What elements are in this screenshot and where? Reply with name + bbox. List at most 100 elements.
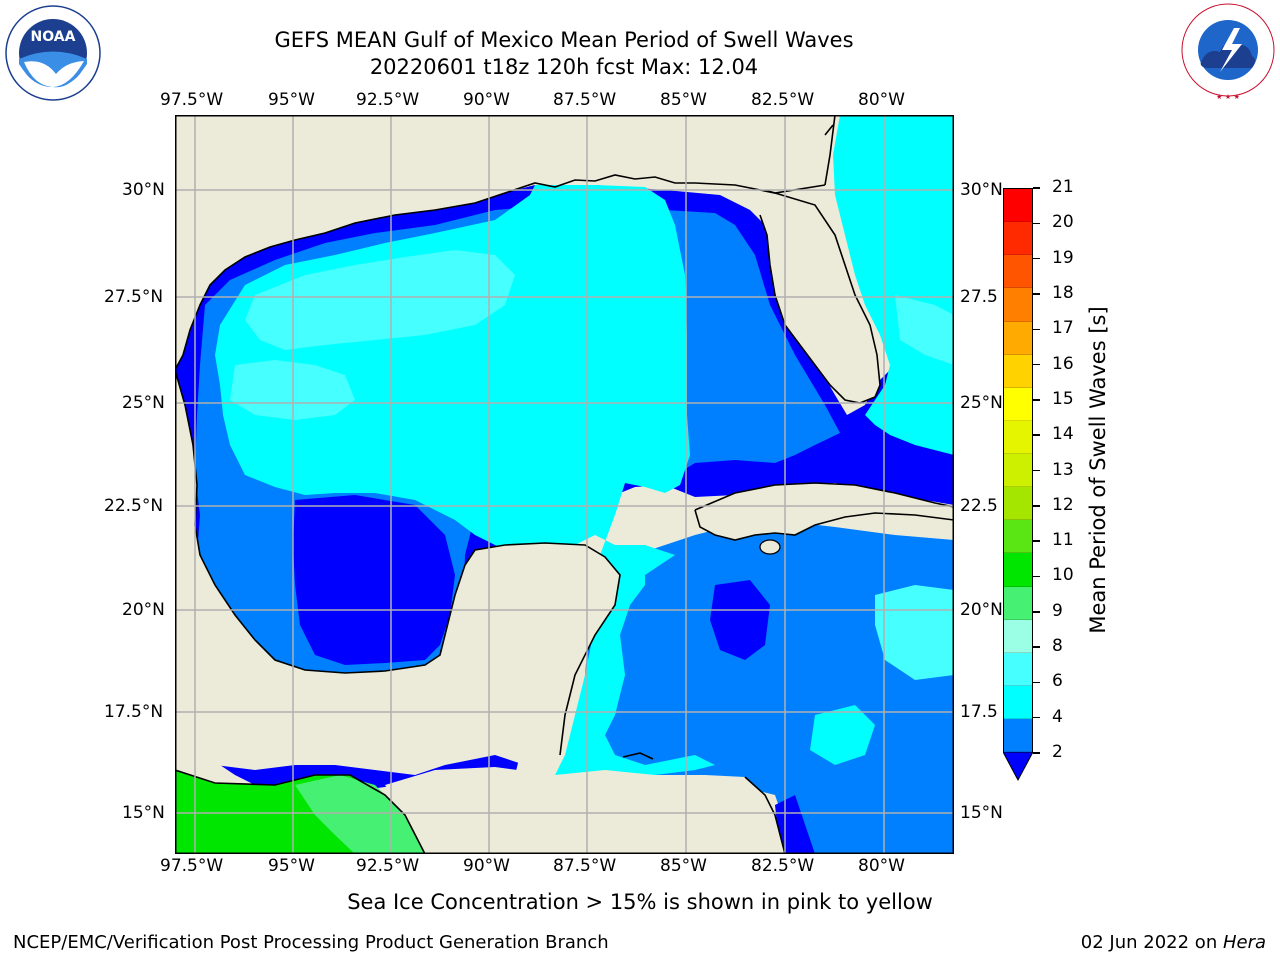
lon-label-bottom: 85°W xyxy=(660,856,707,876)
map-frame xyxy=(175,115,954,854)
lon-label-top: 90°W xyxy=(463,90,510,110)
colorbar-segment xyxy=(1004,719,1032,752)
colorbar-tick xyxy=(1033,575,1040,578)
colorbar-tick-label: 14 xyxy=(1052,424,1074,445)
map-title: GEFS MEAN Gulf of Mexico Mean Period of … xyxy=(274,28,854,52)
colorbar-segments xyxy=(1004,189,1032,752)
colorbar-tick xyxy=(1033,505,1040,507)
lon-label-top: 92.5°W xyxy=(356,90,420,110)
swell-field-6-8s xyxy=(245,250,515,350)
lat-label-right: 27.5 xyxy=(960,287,998,307)
colorbar-tick-label: 12 xyxy=(1052,494,1074,515)
lat-label-left: 20°N xyxy=(122,600,165,620)
colorbar-tick-label: 15 xyxy=(1052,388,1074,409)
colorbar-tick-label: 20 xyxy=(1052,212,1074,233)
map-subtitle: 20220601 t18z 120h fcst Max: 12.04 xyxy=(369,55,759,79)
lon-label-bottom: 95°W xyxy=(268,856,315,876)
lon-label-top: 85°W xyxy=(660,90,707,110)
colorbar-segment xyxy=(1004,520,1032,554)
colorbar-tick-label: 6 xyxy=(1052,671,1063,692)
noaa-logo-text: NOAA xyxy=(31,29,76,45)
colorbar-segment xyxy=(1004,321,1032,355)
colorbar-label: Mean Period of Swell Waves [s] xyxy=(1086,306,1110,634)
colorbar-segment xyxy=(1004,222,1032,256)
colorbar-tick-label: 8 xyxy=(1052,636,1063,657)
swell-field-4-6s xyxy=(810,705,875,765)
colorbar-segment xyxy=(1004,454,1032,488)
colorbar-tick-label: 21 xyxy=(1052,177,1074,197)
colorbar-tick xyxy=(1033,434,1040,436)
colorbar-segment xyxy=(1004,586,1032,620)
colorbar-tick xyxy=(1033,716,1040,719)
lat-label-left: 15°N xyxy=(122,803,165,823)
colorbar-tick xyxy=(1033,293,1040,295)
lon-label-top: 82.5°W xyxy=(751,90,815,110)
colorbar xyxy=(1003,188,1033,753)
colorbar-tick xyxy=(1033,611,1040,613)
colorbar-tick xyxy=(1033,540,1040,542)
colorbar-tick xyxy=(1033,222,1040,225)
colorbar-tick-label: 16 xyxy=(1052,353,1074,374)
colorbar-segment xyxy=(1004,288,1032,322)
colorbar-segment xyxy=(1004,619,1032,653)
swell-field-6-8s xyxy=(875,585,954,680)
colorbar-tick xyxy=(1033,752,1040,754)
lon-label-top: 87.5°W xyxy=(553,90,617,110)
colorbar-tick xyxy=(1033,646,1040,648)
lon-label-bottom: 82.5°W xyxy=(751,856,815,876)
svg-text:★ ★ ★: ★ ★ ★ xyxy=(1216,93,1240,101)
lat-label-right: 17.5 xyxy=(960,702,998,722)
lon-label-top: 95°W xyxy=(268,90,315,110)
land-us-gulf-coast xyxy=(175,115,954,370)
lat-label-left: 27.5°N xyxy=(104,287,164,307)
lat-label-right: 15°N xyxy=(960,803,1003,823)
colorbar-segment xyxy=(1004,255,1032,289)
colorbar-segment xyxy=(1004,189,1032,223)
colorbar-tick xyxy=(1033,469,1040,472)
colorbar-tick xyxy=(1033,681,1040,684)
colorbar-segment xyxy=(1004,652,1032,686)
graticule xyxy=(175,115,954,854)
lat-label-left: 25°N xyxy=(122,393,165,413)
lat-label-right: 22.5 xyxy=(960,496,998,516)
colorbar-tick xyxy=(1033,187,1040,189)
run-date: 02 Jun 2022 on Hera xyxy=(1081,932,1266,953)
land-mexico xyxy=(175,370,620,775)
producer-credit: NCEP/EMC/Verification Post Processing Pr… xyxy=(13,932,609,953)
lat-label-left: 17.5°N xyxy=(104,702,164,722)
lat-label-right: 30°N xyxy=(960,180,1003,200)
lat-label-right: 20°N xyxy=(960,600,1003,620)
colorbar-tick xyxy=(1033,399,1040,401)
colorbar-segment xyxy=(1004,354,1032,388)
lon-label-bottom: 90°W xyxy=(463,856,510,876)
lon-label-bottom: 97.5°W xyxy=(160,856,224,876)
run-date-text: 02 Jun 2022 on xyxy=(1080,932,1223,953)
colorbar-tick-label: 18 xyxy=(1052,282,1074,303)
nws-logo: ★ ★ ★ xyxy=(1181,3,1275,101)
lon-label-bottom: 87.5°W xyxy=(553,856,617,876)
colorbar-tick xyxy=(1033,257,1040,260)
colorbar-segment xyxy=(1004,685,1032,719)
lat-label-left: 22.5°N xyxy=(104,496,164,516)
colorbar-tick-label: 17 xyxy=(1052,318,1074,339)
swell-field-pacific-9-10s xyxy=(295,775,425,854)
colorbar-tick-label: 13 xyxy=(1052,459,1074,480)
colorbar-tick-label: 2 xyxy=(1052,742,1063,762)
colorbar-tick-label: 9 xyxy=(1052,600,1063,621)
colorbar-tick-label: 11 xyxy=(1052,530,1074,551)
colorbar-segment xyxy=(1004,553,1032,587)
sea-ice-note: Sea Ice Concentration > 15% is shown in … xyxy=(347,890,933,914)
lon-label-bottom: 92.5°W xyxy=(356,856,420,876)
lon-label-top: 97.5°W xyxy=(160,90,224,110)
lat-label-right: 25°N xyxy=(960,393,1003,413)
run-machine: Hera xyxy=(1222,932,1266,953)
colorbar-segment xyxy=(1004,487,1032,521)
gulf-map xyxy=(175,115,954,854)
land-central-america xyxy=(385,767,785,854)
colorbar-segment xyxy=(1004,420,1032,454)
swell-field-2-4s xyxy=(710,580,770,660)
swell-field-2-4s xyxy=(293,495,455,665)
colorbar-segment xyxy=(1004,387,1032,421)
colorbar-tick-label: 19 xyxy=(1052,247,1074,268)
swell-field-4-6s xyxy=(833,115,954,455)
